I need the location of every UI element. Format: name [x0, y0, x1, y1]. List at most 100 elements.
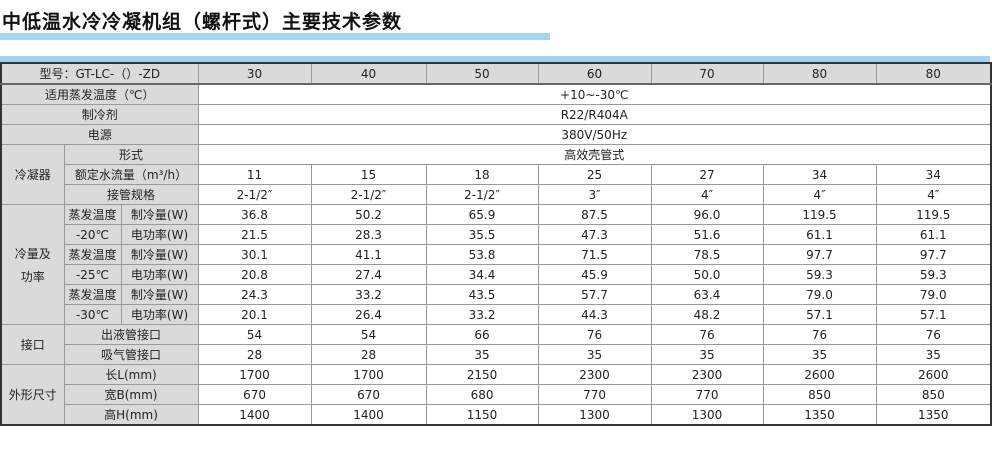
value-cell: 2600	[762, 364, 877, 385]
value-cell: 119.5	[875, 204, 992, 225]
value-cell: 57.1	[762, 304, 877, 325]
value-cell: 45.9	[537, 264, 652, 285]
model-header: 40	[310, 62, 427, 85]
value-cell: 54	[197, 324, 312, 345]
evap-temp-value: -25℃	[63, 264, 122, 285]
value-cell: 1350	[762, 404, 877, 426]
value-cell: 79.0	[762, 284, 877, 305]
value-cell: 2-1/2″	[425, 184, 539, 205]
water-flow-row: 额定水流量（m³/h） 11 15 18 25 27 34 34	[1, 164, 992, 185]
value-cell: 53.8	[425, 244, 539, 265]
cooling-row: 冷量及 功率 蒸发温度 制冷量(W) 36.8 50.2 65.9 87.5 96.0 119.5…	[0, 204, 992, 325]
value-cell: 76	[537, 324, 652, 345]
water-flow-label: 额定水流量（m³/h）	[63, 164, 199, 185]
value-cell: 1150	[425, 404, 539, 426]
value-cell: 4″	[650, 184, 764, 205]
evap-temp-value: -20℃	[63, 224, 122, 245]
value-cell: 119.5	[762, 204, 877, 225]
power-supply-row: 电源 380V/50Hz	[0, 124, 992, 145]
evap_temp-value: +10~-30℃	[197, 83, 992, 105]
value-cell: 770	[537, 384, 652, 405]
value-cell: 33.2	[425, 304, 539, 325]
value-cell: 20.8	[197, 264, 312, 285]
evap-temp-label: 蒸发温度	[63, 244, 122, 265]
value-cell: 87.5	[537, 204, 652, 225]
liquid-row: 接口 出液管接口 54 54 66 76 76 76 76	[0, 324, 992, 365]
model-header: 30	[197, 62, 312, 85]
value-cell: 11	[197, 164, 312, 185]
value-cell: 35	[875, 344, 992, 365]
value-cell: 41.1	[310, 244, 427, 265]
refrigerant-label: 制冷剂	[0, 104, 199, 125]
value-cell: 34.4	[425, 264, 539, 285]
value-cell: 61.1	[762, 224, 877, 245]
value-cell: 770	[650, 384, 764, 405]
value-cell: 2300	[650, 364, 764, 385]
value-cell: 57.7	[537, 284, 652, 305]
cooling-row: 蒸发温度 制冷量(W) 30.1 41.1 53.8 71.5 78.5 97.7 97.7	[1, 244, 992, 265]
value-cell: 54	[310, 324, 427, 345]
power-row: -30℃ 电功率(W) 20.1 26.4 33.2 44.3 48.2 57.1 57.1	[1, 304, 992, 325]
value-cell: 51.6	[650, 224, 764, 245]
condenser-group-label: 冷凝器	[0, 144, 65, 205]
model-header: 80	[762, 62, 877, 85]
suction-label: 吸气管接口	[63, 344, 199, 365]
page-title: 中低温水冷冷凝机组（螺杆式）主要技术参数	[2, 11, 403, 33]
value-cell: 21.5	[197, 224, 312, 245]
value-cell: 680	[425, 384, 539, 405]
value-cell: 26.4	[310, 304, 427, 325]
dimensions-group-label: 外形尺寸	[0, 364, 65, 426]
power-label: 电功率(W)	[120, 224, 199, 245]
value-cell: 79.0	[875, 284, 992, 305]
suction-row: 吸气管接口 28 28 35 35 35 35 35	[1, 344, 992, 365]
value-cell: 59.3	[875, 264, 992, 285]
value-cell: 25	[537, 164, 652, 185]
value-cell: 2300	[537, 364, 652, 385]
header-row: 型号：GT-LC-（）-ZD 30 40 50 60 70 80 80	[0, 62, 992, 85]
value-cell: 35	[650, 344, 764, 365]
value-cell: 57.1	[875, 304, 992, 325]
value-cell: 44.3	[537, 304, 652, 325]
cooling-label: 制冷量(W)	[120, 204, 199, 225]
value-cell: 1350	[875, 404, 992, 426]
power_supply-label: 电源	[0, 124, 199, 145]
value-cell: 18	[425, 164, 539, 185]
refrigerant-row: 制冷剂 R22/R404A	[0, 104, 992, 125]
condenser-type-row: 冷凝器 形式 高效壳管式	[0, 144, 992, 205]
value-cell: 76	[875, 324, 992, 345]
capacity-group-line2: 功率	[20, 269, 45, 284]
value-cell: 24.3	[197, 284, 312, 305]
value-cell: 670	[197, 384, 312, 405]
evap-temp-label: 蒸发温度	[63, 284, 122, 305]
power_supply-value: 380V/50Hz	[197, 124, 992, 145]
value-cell: 34	[762, 164, 877, 185]
value-cell: 35.5	[425, 224, 539, 245]
condenser-type-value: 高效壳管式	[197, 144, 992, 165]
value-cell: 28	[197, 344, 312, 365]
length-row: 外形尺寸 长L(mm) 1700 1700 2150 2300 2300 2600 2600	[0, 364, 992, 426]
model-label: 型号：GT-LC-（）-ZD	[0, 62, 199, 85]
width-label: 宽B(mm)	[63, 384, 199, 405]
value-cell: 35	[537, 344, 652, 365]
value-cell: 20.1	[197, 304, 312, 325]
value-cell: 28.3	[310, 224, 427, 245]
power-label: 电功率(W)	[120, 304, 199, 325]
value-cell: 33.2	[310, 284, 427, 305]
length-label: 长L(mm)	[63, 364, 199, 385]
value-cell: 1300	[537, 404, 652, 426]
capacity-group-line1: 冷量及	[14, 246, 51, 261]
value-cell: 850	[762, 384, 877, 405]
value-cell: 76	[650, 324, 764, 345]
value-cell: 30.1	[197, 244, 312, 265]
value-cell: 96.0	[650, 204, 764, 225]
value-cell: 670	[310, 384, 427, 405]
value-cell: 43.5	[425, 284, 539, 305]
pipe-size-row: 接管规格 2-1/2″ 2-1/2″ 2-1/2″ 3″ 4″ 4″ 4″	[1, 184, 992, 205]
height-label: 高H(mm)	[63, 404, 199, 426]
value-cell: 1400	[197, 404, 312, 426]
value-cell: 50.0	[650, 264, 764, 285]
model-header: 50	[425, 62, 539, 85]
cooling-label: 制冷量(W)	[120, 244, 199, 265]
value-cell: 50.2	[310, 204, 427, 225]
capacity-group-label: 冷量及 功率	[0, 204, 65, 325]
